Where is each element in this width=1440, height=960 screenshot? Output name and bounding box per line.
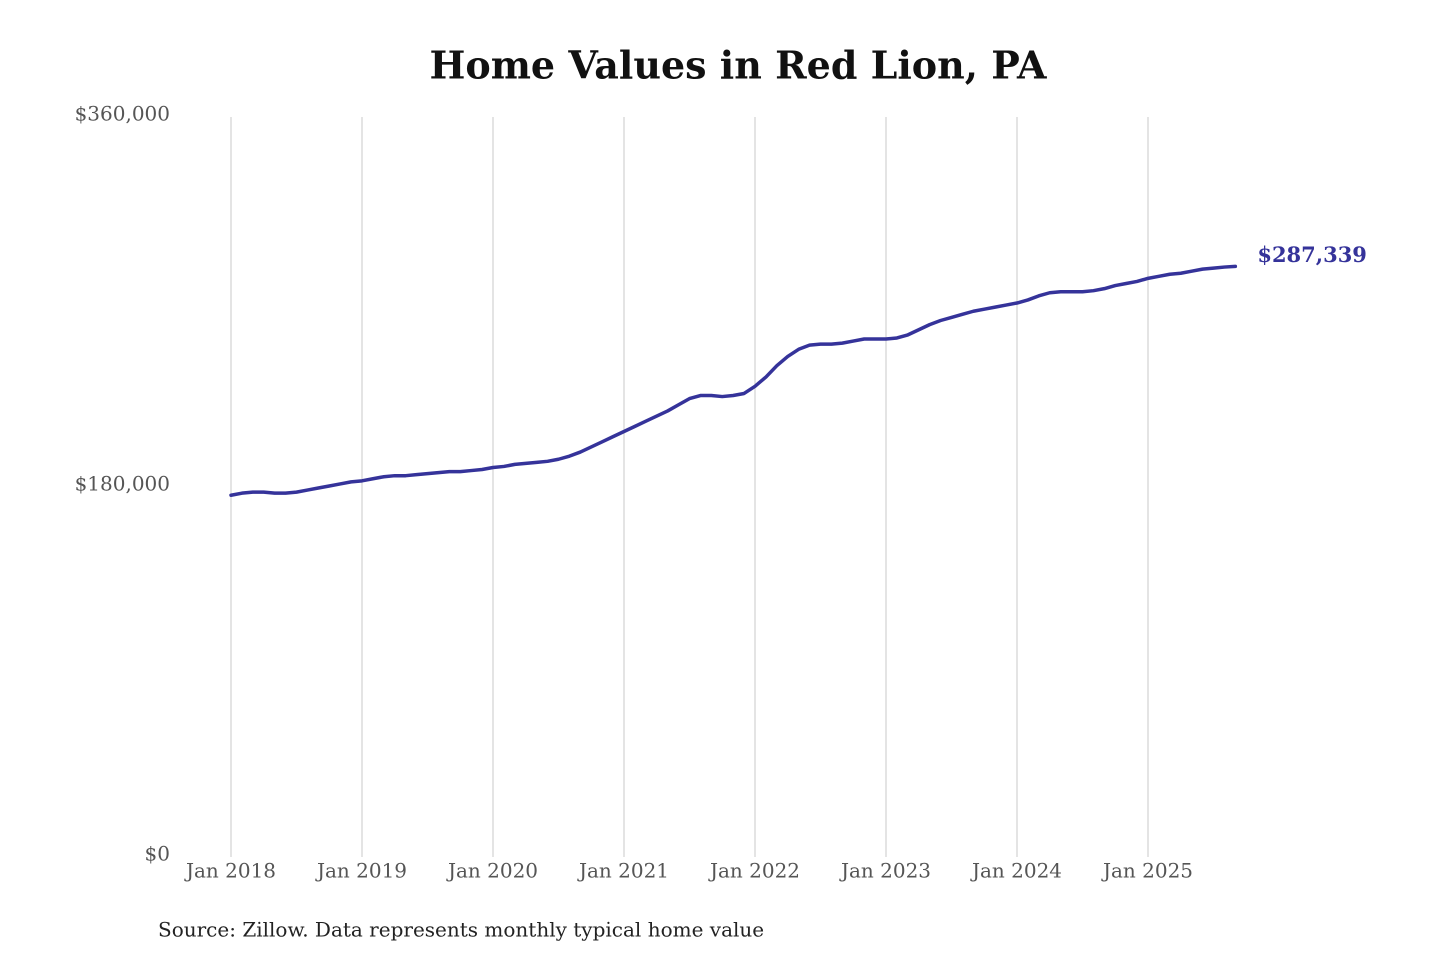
x-tick-label: Jan 2024 [970,859,1062,883]
y-tick-label: $180,000 [75,472,170,496]
chart-title: Home Values in Red Lion, PA [429,43,1047,88]
x-tick-label: Jan 2023 [839,859,931,883]
y-tick-label: $360,000 [75,102,170,126]
value-label: $287,339 [1257,242,1367,267]
data-line [229,264,1238,497]
x-tick-label: Jan 2020 [446,859,538,883]
x-tick-label: Jan 2021 [577,859,669,883]
x-tick-label: Jan 2025 [1101,859,1193,883]
x-tick-label: Jan 2019 [315,859,407,883]
x-tick-label: Jan 2018 [184,859,276,883]
y-tick-label: $0 [145,842,170,866]
source-note: Source: Zillow. Data represents monthly … [158,918,764,942]
x-tick-label: Jan 2022 [708,859,800,883]
